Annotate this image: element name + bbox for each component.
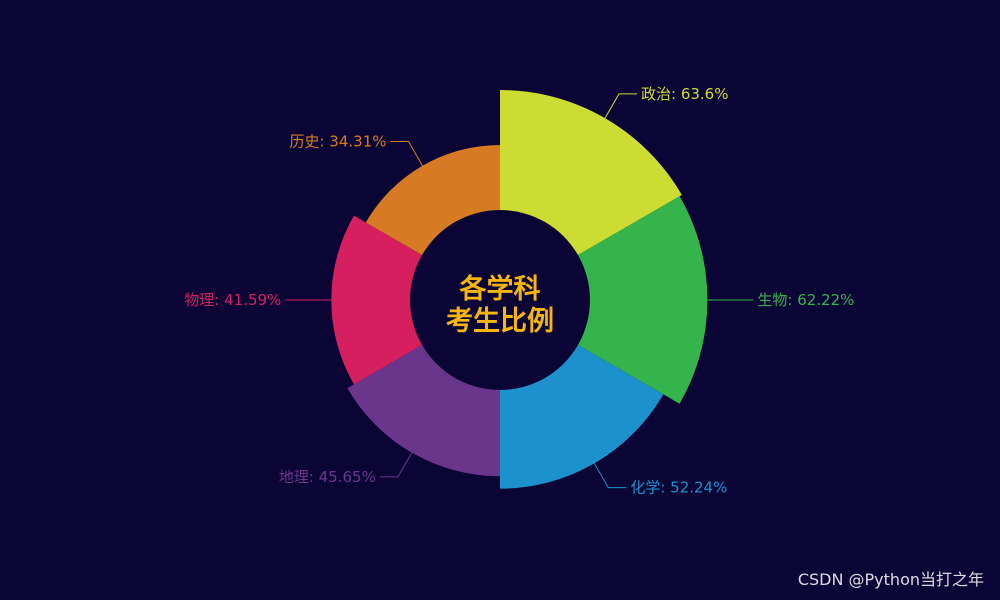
- pie-slice-5[interactable]: [331, 215, 423, 385]
- slice-label-4: 地理: 45.65%: [279, 468, 376, 486]
- slice-label-2: 生物: 62.22%: [757, 291, 854, 309]
- slice-label-1: 政治: 63.6%: [641, 85, 728, 103]
- pie-slice-2[interactable]: [577, 196, 708, 404]
- watermark: CSDN @Python当打之年: [797, 570, 984, 589]
- label-line-1: [604, 93, 637, 119]
- label-line-6: [390, 141, 423, 167]
- pie-slice-6[interactable]: [365, 145, 500, 255]
- chart-title-line-1: 各学科: [459, 274, 541, 305]
- slice-label-5: 物理: 41.59%: [184, 291, 281, 309]
- chart-title: 各学科 考生比例: [400, 274, 600, 338]
- pie-slice-1[interactable]: [500, 90, 682, 255]
- label-line-4: [379, 452, 413, 478]
- pie-slice-3[interactable]: [500, 345, 664, 489]
- chart-title-line-2: 考生比例: [446, 306, 554, 337]
- slice-label-6: 历史: 34.31%: [289, 133, 386, 151]
- slice-label-3: 化学: 52.24%: [630, 479, 727, 497]
- label-line-3: [593, 463, 627, 489]
- pie-slice-4[interactable]: [347, 345, 500, 477]
